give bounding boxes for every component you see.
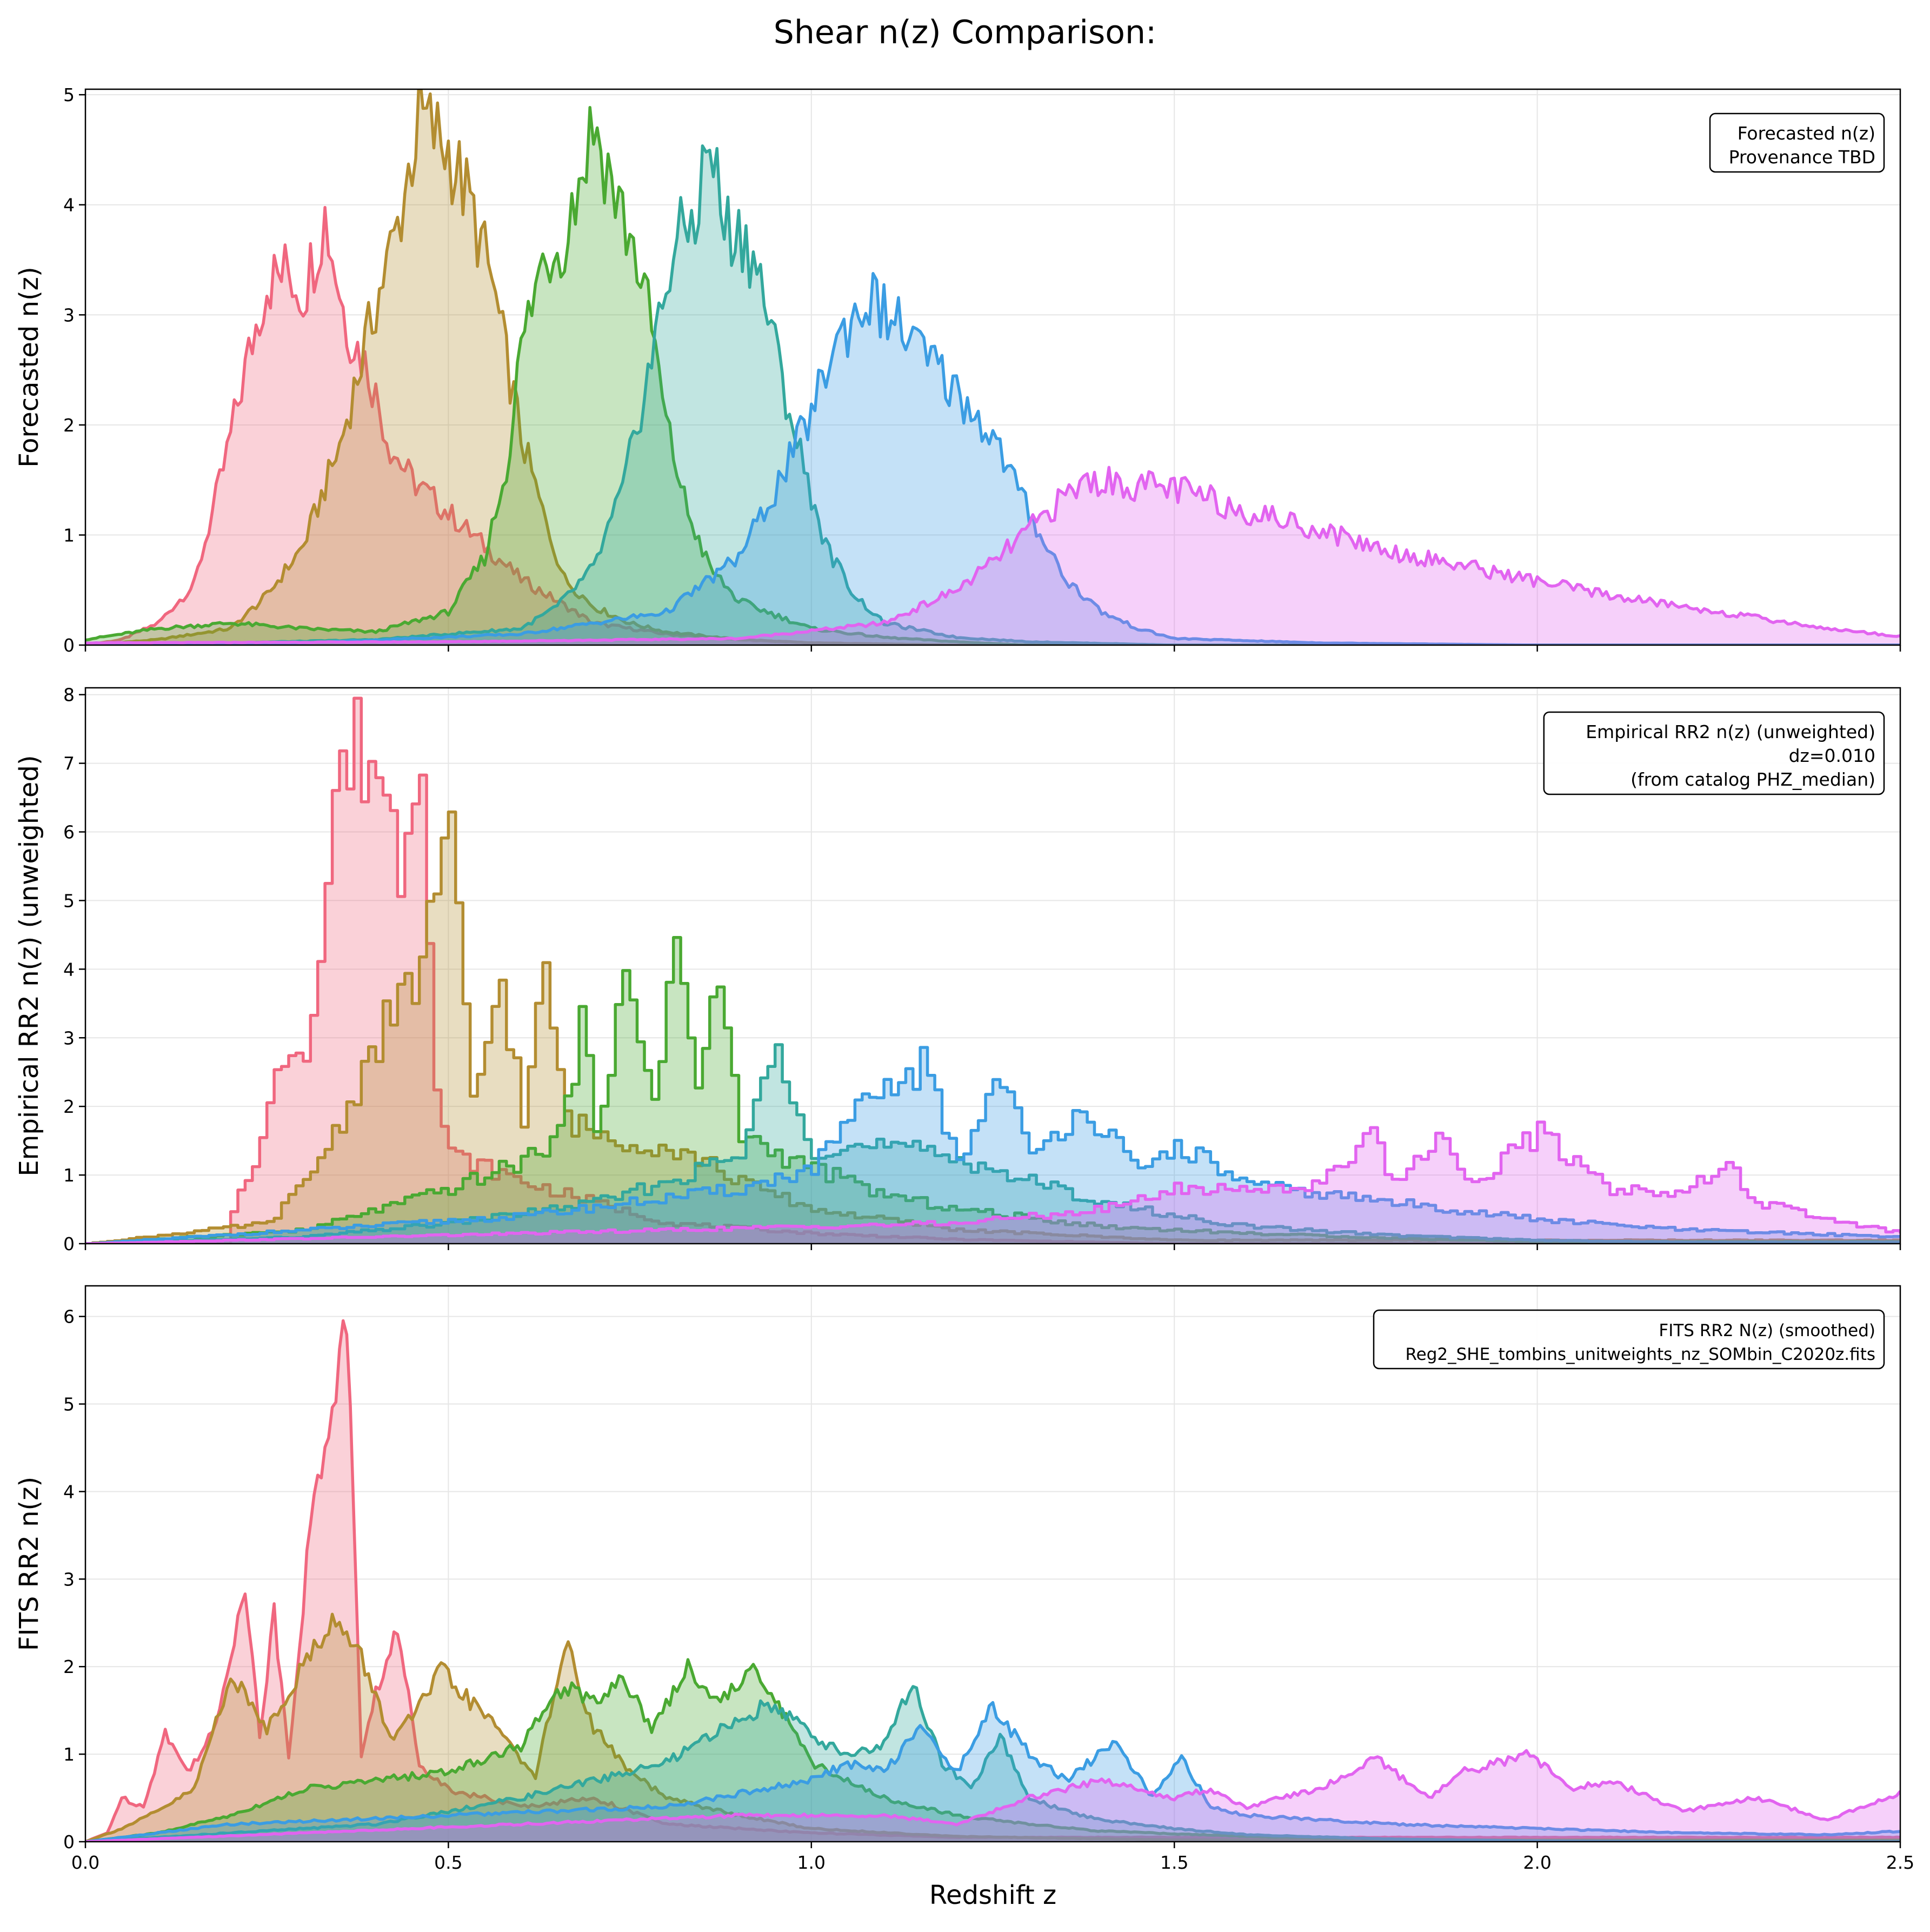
series-area-bin6 (85, 1750, 1900, 1842)
y-tick-label: 5 (63, 84, 75, 105)
x-tick-label: 2.0 (1523, 1852, 1551, 1873)
series-line-bin1 (85, 696, 1900, 1244)
y-tick-label: 5 (63, 1394, 75, 1415)
series-area-bin3 (85, 937, 1900, 1244)
y-tick-label: 6 (63, 1306, 75, 1327)
legend-line: Empirical RR2 n(z) (unweighted) (1586, 721, 1875, 742)
legend-line: Provenance TBD (1729, 147, 1875, 168)
x-axis-title: Redshift z (929, 1880, 1056, 1910)
legend-box-middle: Empirical RR2 n(z) (unweighted) dz=0.010 (… (1543, 711, 1885, 795)
y-tick-label: 6 (63, 822, 75, 843)
legend-line: dz=0.010 (1789, 745, 1875, 766)
y-axis-title-top: Forecasted n(z) (14, 267, 44, 467)
series-area-bin1 (85, 698, 1900, 1244)
y-tick-label: 2 (63, 415, 75, 436)
series-line-bin6 (85, 1749, 1900, 1842)
axes-frame-top (84, 88, 1901, 646)
y-tick-label: 3 (63, 304, 75, 326)
x-tick-label: 2.5 (1886, 1852, 1914, 1873)
figure-title: Shear n(z) Comparison: (774, 14, 1156, 51)
series-line-bin3 (85, 105, 1900, 645)
y-tick-label: 8 (63, 685, 75, 706)
legend-line: Reg2_SHE_tombins_unitweights_nz_SOMbin_C… (1405, 1345, 1875, 1364)
plot-area-bottom (85, 1319, 1900, 1842)
series-area-bin5 (85, 273, 1900, 645)
legend-line: (from catalog PHZ_median) (1630, 769, 1875, 790)
series-line-bin5 (85, 272, 1900, 645)
series-area-bin2 (85, 812, 1900, 1244)
y-axis-title-bottom: FITS RR2 n(z) (14, 1477, 44, 1651)
series-area-bin2 (85, 89, 1900, 645)
y-tick-label: 1 (63, 1165, 75, 1186)
legend-line: FITS RR2 N(z) (smoothed) (1659, 1321, 1875, 1340)
series-area-bin2 (85, 1614, 1900, 1842)
y-tick-label: 4 (63, 959, 75, 980)
series-area-bin3 (85, 1659, 1900, 1842)
panel-bottom: 0 1 2 3 4 5 6 0.0 0.5 1.0 1.5 2.0 2.5 FITS RR2 n(z) Re… (14, 1285, 1914, 1910)
y-tick-label: 7 (63, 753, 75, 774)
axes-frame-bottom (84, 1285, 1901, 1843)
series-area-bin5 (85, 1047, 1900, 1244)
series-line-bin6 (85, 466, 1900, 645)
series-area-bin4 (85, 1045, 1900, 1244)
y-axis-title-middle: Empirical RR2 n(z) (unweighted) (14, 755, 44, 1176)
y-tick-label: 3 (63, 1027, 75, 1048)
y-tick-label: 1 (63, 525, 75, 546)
legend-frame (1543, 711, 1885, 795)
plot-area-top (85, 89, 1900, 645)
y-tick-label: 5 (63, 890, 75, 911)
series-line-bin2 (85, 89, 1900, 645)
panels: 0 1 2 3 4 5 Forecasted n(z) Forecasted n(z) Prov… (14, 84, 1914, 1910)
y-tick-label: 0 (63, 1233, 75, 1254)
legend-box-bottom: FITS RR2 N(z) (smoothed) Reg2_SHE_tombins… (1373, 1309, 1885, 1370)
series-area-bin6 (85, 1122, 1900, 1244)
y-tick-label: 0 (63, 635, 75, 656)
series-line-bin1 (85, 205, 1900, 645)
grid-top (85, 89, 1900, 645)
plot-area-middle (85, 696, 1900, 1244)
x-tick-label: 1.5 (1160, 1852, 1188, 1873)
y-tick-label: 4 (63, 195, 75, 216)
axes-frame-middle (84, 687, 1901, 1245)
x-tick-label: 0.5 (434, 1852, 462, 1873)
series-area-bin5 (85, 1702, 1900, 1842)
series-line-bin6 (85, 1120, 1900, 1244)
series-area-bin1 (85, 1320, 1900, 1842)
y-tick-label: 1 (63, 1744, 75, 1765)
legend-box-top: Forecasted n(z) Provenance TBD (1709, 112, 1885, 173)
panel-middle: 0 1 2 3 4 5 6 7 8 Empirical RR2 n(z) (unweighted)… (14, 685, 1901, 1254)
y-tick-label: 3 (63, 1569, 75, 1590)
x-tick-label: 0.0 (71, 1852, 99, 1873)
y-tick-label: 0 (63, 1831, 75, 1853)
grid-bottom (85, 1286, 1900, 1842)
series-line-bin4 (85, 1043, 1900, 1244)
series-line-bin5 (85, 1701, 1900, 1842)
legend-frame (1373, 1309, 1885, 1370)
series-line-bin5 (85, 1046, 1900, 1244)
panel-top: 0 1 2 3 4 5 Forecasted n(z) Forecasted n(z) Prov… (14, 84, 1901, 656)
x-tick-label: 1.0 (797, 1852, 826, 1873)
series-area-bin6 (85, 467, 1900, 645)
series-area-bin4 (85, 1687, 1900, 1842)
y-tick-label: 2 (63, 1656, 75, 1677)
series-area-bin1 (85, 207, 1900, 645)
legend-line: Forecasted n(z) (1738, 123, 1875, 144)
y-tick-label: 4 (63, 1481, 75, 1502)
series-area-bin3 (85, 107, 1900, 645)
y-tick-label: 2 (63, 1096, 75, 1117)
legend-frame (1709, 112, 1885, 173)
